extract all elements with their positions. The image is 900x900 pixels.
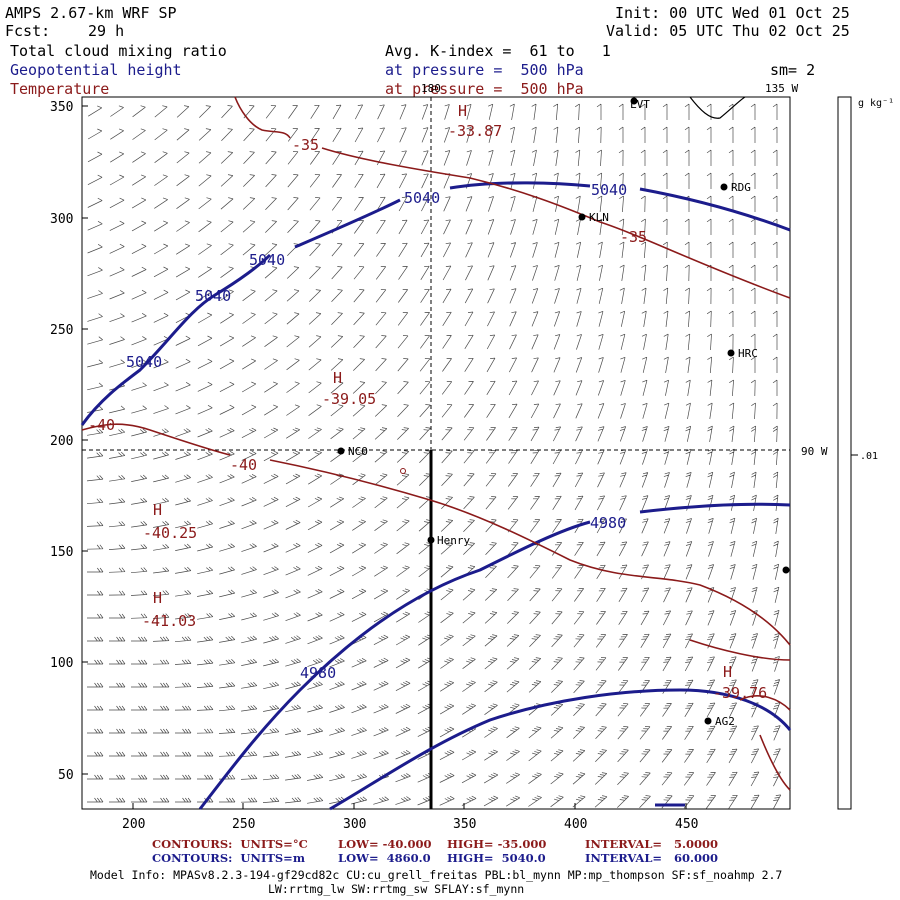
station-dot-kln bbox=[578, 213, 586, 221]
height-label-4980-a: 4980 bbox=[590, 514, 626, 532]
y-tick-label: 300 bbox=[50, 212, 73, 227]
height-contour-5040-mid bbox=[294, 198, 401, 249]
footer-temp-interval: INTERVAL= 5.0000 bbox=[585, 837, 719, 851]
k-index-range: Avg. K-index = 61 to 1 bbox=[385, 42, 611, 60]
colorbar bbox=[837, 96, 852, 810]
lon-label-90w: 90 W bbox=[801, 445, 828, 458]
station-dot-edge bbox=[782, 566, 790, 574]
y-tick-label: 200 bbox=[50, 434, 73, 449]
init-time: Init: 00 UTC Wed 01 Oct 25 bbox=[615, 4, 850, 22]
station-label-henry: Henry bbox=[437, 534, 470, 547]
colorbar-unit: g kg⁻¹ bbox=[858, 98, 894, 109]
y-tick-label: 150 bbox=[50, 545, 73, 560]
extremum-value-2: -39.05 bbox=[322, 390, 376, 408]
extremum-value-3: -40.25 bbox=[143, 524, 197, 542]
footer-height-low: LOW= 4860.0 bbox=[338, 851, 431, 865]
height-label-5040-c: 5040 bbox=[249, 251, 285, 269]
extremum-h-3: H bbox=[153, 501, 162, 519]
x-tick-label: 200 bbox=[122, 817, 145, 832]
forecast-hour: 29 h bbox=[88, 22, 125, 40]
wind-barbs bbox=[86, 103, 782, 810]
wind-barb-field bbox=[86, 103, 782, 810]
pressure-temperature: at pressure = 500 hPa bbox=[385, 80, 584, 98]
field-temperature: Temperature bbox=[10, 80, 110, 98]
extremum-value-1: -33.87 bbox=[448, 122, 502, 140]
height-label-5040-d: 5040 bbox=[404, 189, 440, 207]
model-info-physics: LW:rrtmg_lw SW:rrtmg_sw SFLAY:sf_mynn bbox=[268, 882, 525, 896]
footer-temp-high: HIGH= -35.000 bbox=[447, 837, 547, 851]
height-label-4980-b: 4980 bbox=[300, 664, 336, 682]
station-label-nco: NCO bbox=[348, 445, 368, 458]
footer-temp-contours: CONTOURS: UNITS=°C bbox=[152, 837, 308, 851]
extremum-value-4: -41.03 bbox=[142, 612, 196, 630]
station-label-hrc: HRC bbox=[738, 347, 758, 360]
temp-label-minus40-b: -40 bbox=[230, 456, 257, 474]
station-dot-nco bbox=[337, 447, 345, 455]
x-tick-label: 400 bbox=[564, 817, 587, 832]
y-tick-label: 350 bbox=[50, 100, 73, 115]
footer-temp-low: LOW= -40.000 bbox=[338, 837, 432, 851]
model-title: AMPS 2.67-km WRF SP bbox=[5, 4, 177, 22]
station-dot-hrc bbox=[727, 349, 735, 357]
extremum-h-1: H bbox=[458, 102, 467, 120]
station-label-rdg: RDG bbox=[731, 181, 751, 194]
temp-label-minus35-b: -35 bbox=[620, 228, 647, 246]
x-tick-label: 250 bbox=[232, 817, 255, 832]
y-tick-label: 250 bbox=[50, 323, 73, 338]
footer-height-high: HIGH= 5040.0 bbox=[447, 851, 546, 865]
lon-label-180: 180 bbox=[421, 82, 441, 95]
height-label-5040-e: 5040 bbox=[591, 181, 627, 199]
station-dot-ag2 bbox=[704, 717, 712, 725]
station-dot-lvt bbox=[630, 97, 638, 105]
station-label-kln: KLN bbox=[589, 211, 609, 224]
station-dot-rdg bbox=[720, 183, 728, 191]
temp-minimum-marker bbox=[400, 468, 406, 474]
height-label-5040-b: 5040 bbox=[195, 287, 231, 305]
footer-height-interval: INTERVAL= 60.000 bbox=[585, 851, 719, 865]
temperature-contours bbox=[81, 96, 791, 791]
y-tick-label: 100 bbox=[50, 656, 73, 671]
temp-label-minus40-a: -40 bbox=[88, 416, 115, 434]
x-tick-label: 450 bbox=[675, 817, 698, 832]
valid-time: Valid: 05 UTC Thu 02 Oct 25 bbox=[606, 22, 850, 40]
station-label-lvt: LVT bbox=[630, 98, 650, 111]
colorbar-value: .01 bbox=[860, 451, 878, 462]
station-markers bbox=[337, 97, 790, 725]
pressure-height: at pressure = 500 hPa bbox=[385, 61, 584, 79]
x-tick-label: 350 bbox=[453, 817, 476, 832]
station-dot-henry bbox=[427, 536, 435, 544]
height-label-5040-a: 5040 bbox=[126, 353, 162, 371]
field-height: Geopotential height bbox=[10, 61, 182, 79]
forecast-label: Fcst: bbox=[5, 22, 51, 40]
plot-frame bbox=[81, 96, 791, 810]
height-contour-4980-south bbox=[329, 688, 792, 811]
station-label-ag2: AG2 bbox=[715, 715, 735, 728]
height-contour-5040-east bbox=[449, 181, 791, 232]
model-info: Model Info: MPASv8.2.3-194-gf29cd82c CU:… bbox=[90, 868, 783, 882]
smoothing: sm= 2 bbox=[770, 61, 816, 79]
temp-label-minus35-a: -35 bbox=[292, 136, 319, 154]
axes: 200 250 300 350 400 450 350 300 250 200 150 100 50 bbox=[50, 100, 698, 832]
extremum-h-2: H bbox=[333, 369, 342, 387]
temp-contour-minus40 bbox=[81, 423, 791, 646]
height-contour-4980-north bbox=[198, 502, 791, 810]
coastline bbox=[689, 96, 746, 119]
height-contour-5040-west bbox=[80, 253, 272, 426]
lon-label-135w: 135 W bbox=[765, 82, 798, 95]
height-contours bbox=[80, 181, 792, 811]
extremum-h-5: H bbox=[723, 663, 732, 681]
footer-height-contours: CONTOURS: UNITS=m bbox=[152, 851, 305, 865]
y-tick-label: 50 bbox=[58, 768, 74, 783]
extremum-h-4: H bbox=[153, 589, 162, 607]
field-cloud: Total cloud mixing ratio bbox=[10, 42, 227, 60]
temp-contour-fragments bbox=[689, 639, 791, 791]
x-tick-label: 300 bbox=[343, 817, 366, 832]
temp-contour-minus35 bbox=[234, 96, 791, 299]
extremum-value-5: -39.76 bbox=[713, 684, 767, 702]
